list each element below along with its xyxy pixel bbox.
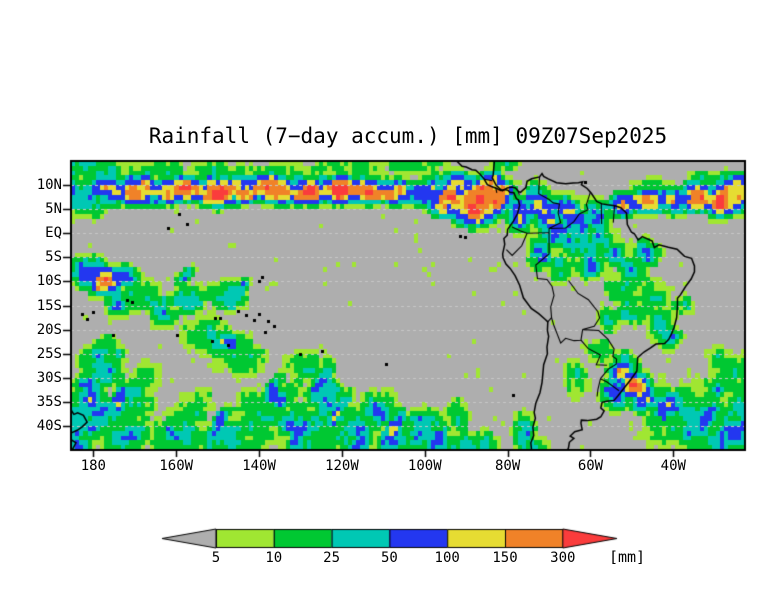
colorbar-level-label: 150 <box>492 550 518 566</box>
lon-tick-label: 160W <box>159 458 194 474</box>
lat-tick-label: 10N <box>36 177 62 194</box>
lon-tick-label: 180 <box>80 458 106 474</box>
colorbar-level-label: 300 <box>550 550 576 566</box>
lon-tick-label: 120W <box>325 458 359 474</box>
colorbar-level-label: 25 <box>323 550 341 566</box>
colorbar-unit-label: [mm] <box>608 548 646 566</box>
lat-tick-label: 25S <box>36 345 62 362</box>
lon-tick-label: 140W <box>242 458 276 474</box>
lat-tick-label: 15S <box>36 297 62 314</box>
lat-tick-label: 20S <box>36 321 62 338</box>
lat-tick-label: EQ <box>45 225 62 242</box>
lon-tick-label: 40W <box>660 458 686 474</box>
lon-tick-label: 100W <box>407 458 442 474</box>
lat-tick-label: 10S <box>36 273 62 290</box>
lat-tick-label: 40S <box>36 417 62 434</box>
plot-title: Rainfall (7−day accum.) [mm] 09Z07Sep202… <box>148 124 668 148</box>
lat-tick-label: 5S <box>45 249 62 266</box>
colorbar-level-label: 10 <box>265 550 283 566</box>
lat-tick-label: 5N <box>45 201 62 218</box>
lon-tick-label: 80W <box>494 458 521 474</box>
colorbar-level-label: 50 <box>380 550 398 566</box>
lon-tick-label: 60W <box>577 458 604 474</box>
lat-tick-label: 35S <box>36 393 62 410</box>
lat-tick-label: 30S <box>36 369 62 386</box>
colorbar-level-label: 5 <box>211 550 221 566</box>
colorbar-level-label: 100 <box>434 550 460 566</box>
